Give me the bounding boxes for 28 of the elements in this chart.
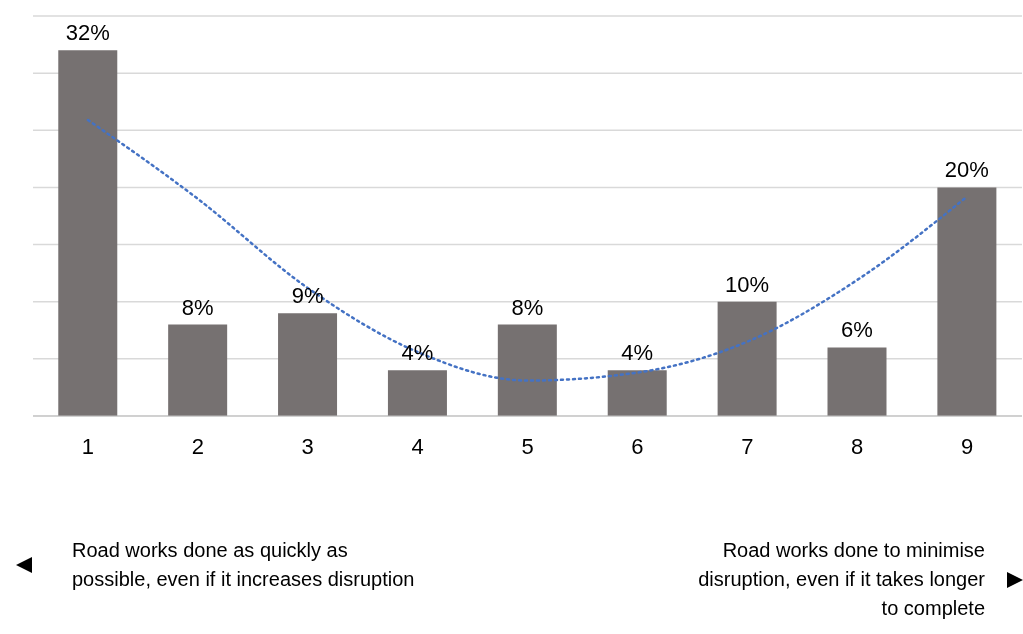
- text: Road works done to minimise disruption, even if it takes longer to complete: [697, 538, 985, 621]
- text: Road works done as quickly as possible, even if it increases disruption: [72, 538, 416, 592]
- x-tick-label: 7: [741, 433, 754, 459]
- data-label: 10%: [725, 271, 770, 297]
- bar: [387, 370, 447, 416]
- x-tick-label: 2: [191, 433, 204, 459]
- bar: [58, 50, 118, 416]
- bar: [168, 324, 228, 416]
- x-tick-label: 4: [411, 433, 424, 459]
- bar: [607, 370, 667, 416]
- data-label: 8%: [181, 294, 214, 320]
- data-label: 6%: [841, 317, 873, 343]
- x-tick-label: 1: [81, 433, 95, 459]
- bar: [827, 347, 887, 416]
- x-tick-label: 6: [631, 433, 644, 459]
- bar: [937, 187, 997, 416]
- bar: [278, 313, 338, 416]
- bar: [717, 301, 777, 416]
- data-label: 9%: [291, 283, 324, 309]
- x-tick-label: 5: [521, 433, 534, 459]
- x-tick-label: 3: [301, 433, 314, 459]
- bar: [497, 324, 557, 416]
- data-label: 20%: [944, 157, 989, 183]
- data-label: 8%: [511, 294, 544, 320]
- x-tick-label: 9: [960, 433, 974, 459]
- data-label: 32%: [65, 20, 110, 46]
- x-tick-label: 8: [851, 433, 864, 459]
- data-label: 4%: [621, 340, 654, 366]
